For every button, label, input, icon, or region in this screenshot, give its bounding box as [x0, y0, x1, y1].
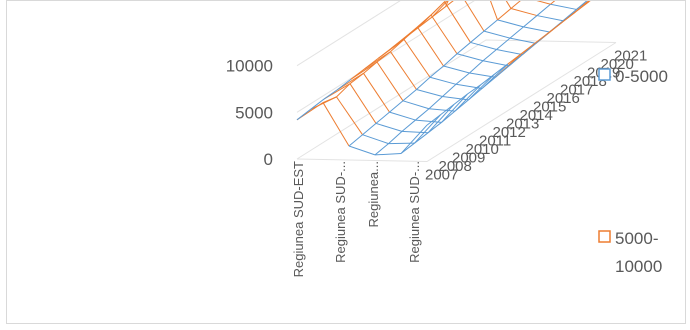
category-label: Regiunea SUD-... [407, 161, 422, 263]
surface-segment [470, 61, 484, 73]
surface-segment [537, 4, 551, 15]
surface-segment [431, 15, 457, 54]
surface-segment [404, 39, 430, 77]
surface-segment [498, 9, 512, 20]
surface-segment [511, 9, 537, 16]
gridline-10000 [297, 1, 616, 66]
surface-segment [363, 135, 389, 144]
legend-swatch-5000-10000 [599, 231, 610, 242]
surface-segment [456, 73, 470, 84]
category-label: Regiunea... [366, 161, 381, 228]
surface-segment [418, 15, 432, 27]
surface-segment [497, 49, 523, 54]
surface-segment [485, 1, 511, 9]
category-label: Regiunea SUD-EST [291, 161, 306, 277]
surface-segment [498, 20, 524, 27]
surface-segment [471, 42, 497, 49]
surface-segment [337, 97, 363, 135]
surface-segment [419, 17, 433, 27]
legend-label-5000-10000-line2: 10000 [615, 257, 662, 276]
surface-segment [392, 38, 406, 48]
surface-segment [391, 39, 405, 51]
surface-segment [455, 85, 481, 112]
surface-segment [551, 1, 565, 4]
surface-segment [509, 55, 523, 66]
surface-segment [389, 131, 403, 143]
surface-segment [524, 16, 538, 27]
surface-segment [589, 1, 603, 2]
surface-segment [508, 53, 522, 63]
y-tick-label: 0 [264, 150, 273, 169]
surface-segment [457, 42, 471, 53]
surface-segment [415, 133, 429, 143]
surface-segment [458, 1, 484, 31]
surface-segment [323, 97, 337, 103]
surface-segment [428, 122, 442, 132]
surface-segment [349, 135, 363, 146]
surface-segment [562, 12, 576, 22]
surface-segment [483, 61, 509, 66]
legend-label-0-5000: 0-5000 [615, 67, 668, 86]
category-label: Regiunea SUD-... [333, 161, 348, 263]
depth-tick-label: 2021 [614, 48, 647, 65]
surface-segment [363, 123, 377, 134]
surface-segment [415, 115, 441, 143]
surface-segment [549, 22, 563, 32]
legend-label-5000-10000-line1: 5000- [615, 229, 658, 248]
surface-segment [429, 97, 443, 109]
surface-segment [429, 109, 455, 111]
surface-segment [471, 31, 485, 42]
x-axis-category-labels: Regiunea SUD-EST Regiunea SUD-... Regiunea… [291, 161, 422, 277]
surface-segment [375, 144, 389, 155]
surface-segment [416, 120, 442, 122]
surface-segment [525, 1, 551, 4]
surface-segment [402, 120, 416, 131]
surface-segment [523, 43, 537, 54]
surface-segment [444, 66, 470, 73]
surface-segment [483, 49, 497, 60]
surface-segment [376, 123, 402, 131]
surface-segment [524, 27, 550, 32]
y-axis-tick-labels: 10000 5000 0 [226, 57, 273, 169]
surface-segment [349, 146, 375, 155]
surface-segment [391, 52, 417, 90]
surface-segment [511, 1, 525, 9]
y-tick-label: 5000 [235, 103, 273, 122]
surface-segment [576, 2, 590, 12]
surface-segment [563, 9, 577, 20]
surface-segment [430, 77, 456, 84]
surface-segment [401, 143, 415, 153]
surface-segment [390, 101, 404, 112]
surface-segment [417, 90, 443, 97]
surface-segment [377, 52, 391, 62]
surface-segment [403, 101, 429, 109]
surface-segment [484, 20, 498, 31]
surface-segment [537, 16, 563, 21]
legend: 0-5000 5000- 10000 [599, 67, 668, 276]
surface-segment [376, 112, 390, 123]
surface-segment [510, 27, 524, 38]
surface-segment [377, 62, 403, 101]
surface-segment [484, 31, 510, 38]
surface-segment [390, 112, 416, 120]
surface-segment [551, 4, 577, 9]
surface-segment [457, 54, 483, 61]
surface-segment [418, 27, 444, 66]
surface-segment [443, 84, 457, 96]
surface-segment [427, 115, 441, 125]
surface-segment [430, 66, 444, 77]
legend-swatch-0-5000 [599, 69, 610, 80]
surface-segment [522, 43, 536, 53]
surface-mesh [297, 1, 616, 155]
surface-segment [445, 2, 471, 43]
y-tick-label: 10000 [226, 57, 273, 76]
surface-segment [375, 154, 401, 155]
surface-segment [416, 109, 430, 120]
surface-segment [364, 73, 390, 112]
